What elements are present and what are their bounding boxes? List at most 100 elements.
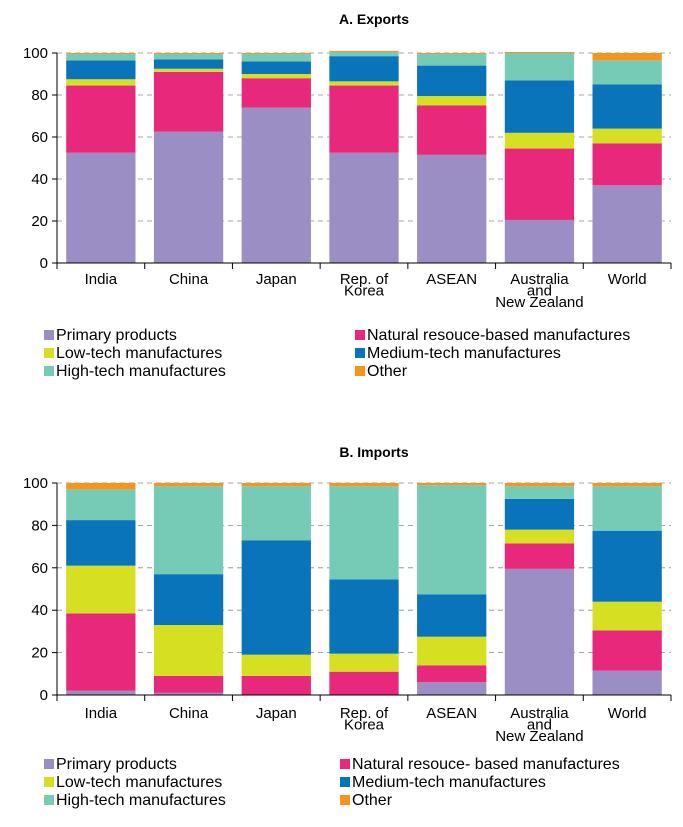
- legend-label: Natural resouce- based manufactures: [352, 756, 620, 773]
- bar-segment: [417, 485, 487, 595]
- bar-segment: [417, 483, 487, 486]
- y-tick-label: 60: [31, 560, 48, 577]
- bar-segment: [504, 483, 575, 487]
- category-label: New Zealand: [495, 294, 583, 311]
- legend-label: Natural resouce-based manufactures: [367, 327, 630, 344]
- bar-segment: [329, 671, 399, 695]
- legend-swatch: [340, 759, 350, 769]
- bar-segment: [417, 54, 487, 66]
- bar-segment: [153, 692, 224, 695]
- bar-segment: [66, 613, 136, 691]
- bar-segment: [66, 690, 136, 695]
- legend-label: Low-tech manufactures: [56, 774, 222, 791]
- bar-segment: [66, 54, 136, 61]
- category-label: World: [608, 705, 647, 722]
- legend-swatch: [355, 348, 365, 358]
- bar-segment: [153, 625, 224, 676]
- category-label: China: [169, 271, 209, 288]
- bar-segment: [504, 543, 575, 569]
- legend-swatch: [44, 777, 54, 787]
- category-label: Rep. of: [340, 271, 389, 288]
- bar-segment: [504, 132, 575, 149]
- bar-segment: [241, 74, 311, 79]
- category-label: Korea: [344, 717, 385, 734]
- bar-segment: [153, 68, 224, 72]
- bar-segment: [329, 51, 399, 57]
- bar-segment: [417, 105, 487, 155]
- bar-segment: [417, 154, 487, 263]
- y-tick-label: 0: [40, 255, 48, 272]
- bar-segment: [592, 670, 662, 695]
- bar-segment: [241, 54, 311, 62]
- bar-segment: [592, 84, 662, 129]
- bar-segment: [241, 483, 311, 487]
- y-tick-label: 100: [23, 475, 48, 492]
- bar-segment: [504, 219, 575, 263]
- y-tick-label: 80: [31, 517, 48, 534]
- category-label: ASEAN: [426, 705, 477, 722]
- bar-segment: [153, 53, 224, 55]
- bar-segment: [153, 59, 224, 69]
- bar-segment: [66, 483, 136, 490]
- category-label: Japan: [256, 705, 297, 722]
- bar-segment: [66, 565, 136, 614]
- bar-segment: [153, 483, 224, 487]
- legend-swatch: [44, 759, 54, 769]
- y-tick-label: 20: [31, 645, 48, 662]
- legend-label: Medium-tech manufactures: [367, 345, 561, 362]
- bar-segment: [592, 601, 662, 631]
- bar-segment: [241, 486, 311, 541]
- bar-segment: [592, 483, 662, 487]
- bar-segment: [66, 520, 136, 566]
- bar-segment: [241, 107, 311, 263]
- bar-segment: [66, 60, 136, 80]
- bar-segment: [592, 530, 662, 602]
- y-tick-label: 40: [31, 602, 48, 619]
- category-label: and: [527, 717, 552, 734]
- bar-segment: [504, 53, 575, 81]
- category-label: India: [85, 705, 118, 722]
- chart-panel-1: A. Exports 0 20 40 60 80 100 India China Japan Rep…: [23, 11, 672, 380]
- bar-segment: [592, 60, 662, 85]
- category-label: India: [85, 271, 118, 288]
- bar-segment: [241, 78, 311, 108]
- bar-segment: [329, 152, 399, 263]
- bar-segment: [417, 53, 487, 55]
- category-label: World: [608, 271, 647, 288]
- bar-segment: [504, 51, 575, 53]
- bar-segment: [504, 148, 575, 220]
- legend-swatch: [44, 330, 54, 340]
- legend-swatch: [355, 366, 365, 376]
- bar-segment: [592, 143, 662, 186]
- category-label: Rep. of: [340, 705, 389, 722]
- legend-swatch: [355, 330, 365, 340]
- bar-segment: [417, 96, 487, 106]
- y-tick-label: 20: [31, 213, 48, 230]
- bar-segment: [504, 568, 575, 695]
- legend-label: Primary products: [56, 756, 177, 773]
- category-label: Australia: [510, 705, 569, 722]
- bar-segment: [417, 636, 487, 666]
- bar-segment: [66, 85, 136, 153]
- bar-segment: [241, 675, 311, 695]
- bar-segment: [66, 152, 136, 263]
- bar-segment: [329, 56, 399, 82]
- y-tick-label: 80: [31, 87, 48, 104]
- bar-segment: [417, 665, 487, 683]
- bar-segment: [241, 61, 311, 74]
- category-label: New Zealand: [495, 728, 583, 745]
- bar-segment: [592, 53, 662, 61]
- bar-segment: [417, 594, 487, 637]
- bar-segment: [329, 81, 399, 86]
- legend-label: Low-tech manufactures: [56, 345, 222, 362]
- category-label: Japan: [256, 271, 297, 288]
- legend-label: High-tech manufactures: [56, 792, 226, 809]
- legend-label: Medium-tech manufactures: [352, 774, 546, 791]
- category-label: Korea: [344, 283, 385, 300]
- y-tick-label: 40: [31, 171, 48, 188]
- legend-swatch: [44, 348, 54, 358]
- bar-segment: [329, 579, 399, 654]
- category-label: Australia: [510, 271, 569, 288]
- bar-segment: [153, 54, 224, 60]
